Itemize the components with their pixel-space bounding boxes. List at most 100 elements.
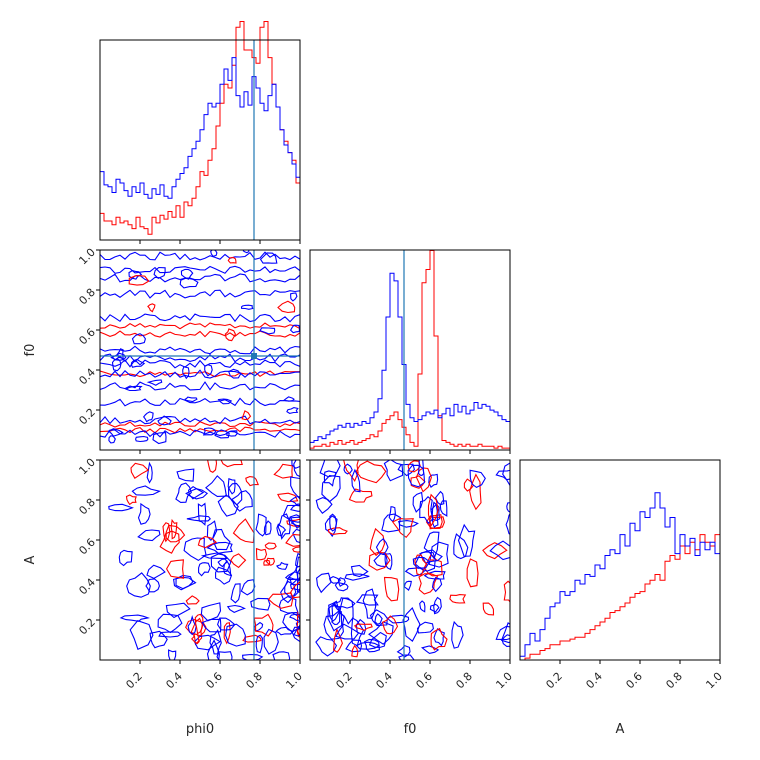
contour — [289, 503, 300, 512]
contour — [495, 625, 510, 641]
panel-frame — [309, 249, 511, 451]
contour — [190, 617, 203, 646]
ticks — [139, 240, 301, 244]
contour — [319, 460, 341, 478]
contour — [224, 328, 237, 342]
contour — [217, 558, 228, 568]
contour — [345, 639, 363, 653]
y-tick-label: 0.4 — [76, 576, 98, 598]
contour — [191, 633, 200, 645]
contour — [291, 546, 300, 553]
contour — [398, 654, 415, 660]
contour — [449, 594, 467, 604]
y-tick-label: 0.2 — [76, 406, 98, 428]
contour — [375, 537, 389, 556]
panel-f0-A — [309, 459, 511, 661]
contour — [333, 627, 343, 653]
hist-red-A — [520, 534, 720, 661]
contour — [428, 473, 439, 488]
contour — [429, 603, 440, 613]
contour — [188, 486, 205, 500]
contour — [228, 482, 243, 506]
contour — [344, 573, 370, 581]
contour — [204, 364, 213, 377]
contour — [335, 623, 360, 640]
contour — [334, 581, 349, 592]
contour — [165, 559, 185, 579]
contour — [337, 577, 346, 588]
contour — [290, 292, 298, 302]
contour-band — [100, 359, 300, 369]
contour — [168, 649, 177, 660]
contour — [184, 396, 198, 403]
hist-red-phi0 — [100, 21, 300, 235]
contour — [255, 634, 263, 654]
contour — [500, 622, 510, 644]
contour — [289, 578, 300, 591]
contour — [253, 613, 274, 637]
contour — [124, 385, 143, 392]
contour — [197, 535, 218, 549]
x-axis-label-phi0: phi0 — [186, 722, 214, 737]
x-tick-label: 0.4 — [373, 670, 395, 692]
ticks: 0.2 0.4 0.6 0.8 1.0 — [543, 660, 725, 691]
contour — [263, 520, 272, 536]
contour — [351, 644, 359, 658]
x-tick-label: 0.8 — [453, 670, 475, 692]
hist-panel-A — [519, 459, 721, 661]
contour — [175, 574, 194, 590]
contour — [403, 580, 412, 592]
y-tick-label: 0.6 — [76, 536, 98, 558]
contour — [417, 460, 425, 476]
x-tick-label: 0.6 — [413, 670, 435, 692]
contour — [407, 464, 426, 488]
contour — [278, 595, 299, 614]
contour — [350, 617, 365, 647]
contour — [216, 617, 236, 631]
contour — [125, 494, 137, 506]
contour — [129, 620, 154, 650]
panel-frame — [309, 459, 511, 661]
contour — [296, 567, 300, 593]
contour — [503, 580, 510, 603]
contour-band — [100, 345, 300, 355]
contour — [383, 576, 400, 602]
contour — [263, 628, 279, 655]
contour — [412, 556, 431, 569]
contour — [119, 614, 150, 622]
contour — [355, 460, 387, 484]
contour — [145, 578, 160, 593]
x-tick-label: 0.8 — [243, 670, 265, 692]
contour — [282, 612, 300, 633]
panel-frame — [519, 459, 721, 661]
x-tick-label: 1.0 — [493, 670, 515, 692]
contour — [282, 396, 295, 402]
contour — [316, 572, 332, 594]
contour — [275, 561, 289, 570]
contour — [433, 596, 442, 615]
contour — [427, 493, 439, 528]
contour — [315, 636, 338, 657]
contour — [327, 603, 343, 632]
contour — [431, 576, 443, 593]
contour — [241, 410, 252, 421]
contour — [329, 513, 337, 532]
contour — [368, 621, 394, 645]
contour — [286, 407, 299, 414]
contour — [170, 518, 178, 540]
x-tick-label: 0.4 — [163, 670, 185, 692]
contour — [240, 304, 254, 310]
contour-band — [100, 322, 300, 330]
contour — [374, 613, 383, 625]
contour — [230, 553, 247, 569]
contour — [200, 552, 228, 560]
contour — [214, 429, 230, 439]
contour — [162, 522, 171, 543]
contour — [321, 475, 341, 503]
x-tick-label: 0.8 — [663, 670, 685, 692]
contour — [277, 513, 291, 540]
contour — [227, 478, 236, 495]
contour-band — [100, 289, 300, 299]
contour — [180, 268, 194, 280]
contour — [412, 491, 424, 513]
